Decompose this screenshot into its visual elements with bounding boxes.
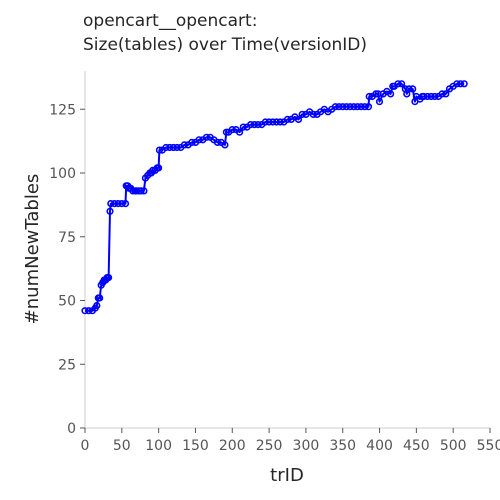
axes [85, 71, 490, 428]
x-tick-label: 0 [81, 438, 90, 454]
x-tick-label: 400 [366, 438, 393, 454]
x-tick-label: 350 [329, 438, 356, 454]
x-ticks: 0 50 100 150 200 250 300 350 400 450 500 550 [81, 428, 500, 454]
x-tick-label: 50 [113, 438, 131, 454]
y-axis-label: #numNewTables [22, 174, 43, 325]
y-tick-label: 50 [58, 294, 76, 310]
y-tick-label: 100 [49, 166, 76, 182]
series-line [85, 84, 464, 311]
x-axis-label: trID [270, 465, 304, 486]
y-ticks: 0 25 50 75 100 125 [49, 102, 85, 437]
x-tick-label: 550 [477, 438, 500, 454]
chart-title-line1: opencart__opencart: [83, 11, 257, 31]
y-tick-label: 0 [67, 421, 76, 437]
x-tick-label: 300 [293, 438, 320, 454]
x-tick-label: 200 [219, 438, 246, 454]
x-tick-label: 500 [440, 438, 467, 454]
y-tick-label: 125 [49, 102, 76, 118]
y-tick-label: 75 [58, 230, 76, 246]
chart-title-line2: Size(tables) over Time(versionID) [83, 35, 367, 55]
x-tick-label: 450 [403, 438, 430, 454]
x-tick-label: 250 [256, 438, 283, 454]
y-tick-label: 25 [58, 357, 76, 373]
x-tick-label: 100 [145, 438, 172, 454]
series-group [82, 81, 467, 314]
x-tick-label: 150 [182, 438, 209, 454]
